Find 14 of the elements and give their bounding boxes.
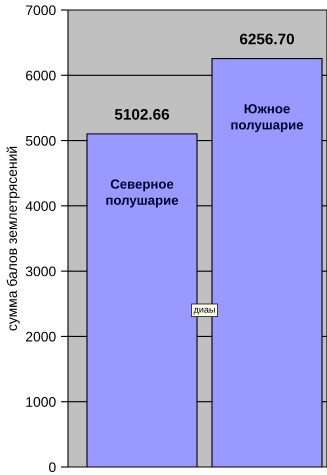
y-tick-label: 1000 <box>26 397 56 407</box>
y-tick-label: 2000 <box>26 332 56 342</box>
y-tick-label: 0 <box>49 462 56 472</box>
y-tick-label: 7000 <box>26 5 56 16</box>
data-label: 5102.66 <box>114 108 170 120</box>
y-tick-label: 5000 <box>26 136 56 146</box>
x-tick-label: Южное полушарие <box>231 104 304 132</box>
y-tick-label: 4000 <box>26 201 56 212</box>
y-axis-title: сумма балов землетрясений <box>6 146 20 330</box>
y-tick-label: 3000 <box>26 266 56 276</box>
y-tick-label: 6000 <box>26 70 56 80</box>
x-tick-label: Северное полушарие <box>106 179 178 208</box>
annotation: диаы <box>194 308 215 314</box>
data-label: 6256.70 <box>240 34 294 44</box>
